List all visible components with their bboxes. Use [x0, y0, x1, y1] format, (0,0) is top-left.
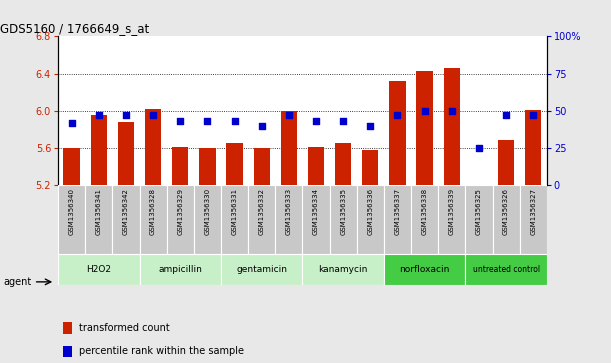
Point — [284, 112, 294, 118]
Bar — [172, 147, 188, 185]
Bar — [118, 122, 134, 185]
Bar — [227, 143, 243, 185]
Bar — [329, 185, 357, 254]
Bar — [384, 185, 411, 254]
Bar — [85, 185, 112, 254]
Text: gentamicin: gentamicin — [236, 265, 287, 274]
Point — [67, 120, 76, 126]
Text: percentile rank within the sample: percentile rank within the sample — [79, 346, 244, 356]
Bar — [199, 148, 216, 185]
Text: H2O2: H2O2 — [86, 265, 111, 274]
Point — [474, 145, 484, 151]
Text: GSM1356337: GSM1356337 — [395, 188, 400, 235]
Bar — [444, 68, 460, 185]
Point — [338, 118, 348, 124]
Point — [393, 112, 403, 118]
Bar — [466, 185, 492, 254]
Bar — [248, 185, 276, 254]
Text: GSM1356336: GSM1356336 — [367, 188, 373, 235]
Text: GSM1356338: GSM1356338 — [422, 188, 428, 235]
Bar — [63, 322, 71, 334]
Text: GSM1356326: GSM1356326 — [503, 188, 509, 235]
Text: GSM1356341: GSM1356341 — [96, 188, 102, 235]
Text: GSM1356332: GSM1356332 — [258, 188, 265, 235]
Bar — [112, 185, 139, 254]
Bar — [411, 185, 438, 254]
Text: GSM1356330: GSM1356330 — [205, 188, 210, 235]
Text: norfloxacin: norfloxacin — [400, 265, 450, 274]
Bar — [63, 346, 71, 357]
Bar — [58, 185, 85, 254]
Point — [311, 118, 321, 124]
Bar — [280, 111, 297, 185]
Text: ampicillin: ampicillin — [158, 265, 202, 274]
Bar — [362, 150, 378, 185]
Bar — [335, 143, 351, 185]
Text: GDS5160 / 1766649_s_at: GDS5160 / 1766649_s_at — [0, 22, 149, 35]
Bar — [302, 185, 329, 254]
Bar — [194, 185, 221, 254]
Point — [257, 123, 266, 129]
Bar — [221, 185, 248, 254]
Point — [202, 118, 212, 124]
Point — [501, 112, 511, 118]
Bar — [498, 140, 514, 185]
Point — [94, 112, 104, 118]
Bar — [64, 148, 80, 185]
Text: transformed count: transformed count — [79, 323, 170, 333]
Bar — [389, 81, 406, 185]
Text: GSM1356342: GSM1356342 — [123, 188, 129, 235]
Point — [365, 123, 375, 129]
Bar — [466, 254, 547, 285]
Bar — [357, 185, 384, 254]
Text: GSM1356327: GSM1356327 — [530, 188, 536, 235]
Point — [175, 118, 185, 124]
Text: GSM1356340: GSM1356340 — [68, 188, 75, 235]
Bar — [145, 109, 161, 185]
Text: GSM1356329: GSM1356329 — [177, 188, 183, 235]
Bar — [221, 254, 302, 285]
Point — [529, 112, 538, 118]
Point — [420, 108, 430, 114]
Bar — [58, 254, 139, 285]
Text: GSM1356331: GSM1356331 — [232, 188, 238, 235]
Point — [447, 108, 456, 114]
Point — [148, 112, 158, 118]
Bar — [492, 185, 520, 254]
Text: GSM1356325: GSM1356325 — [476, 188, 482, 235]
Bar — [167, 185, 194, 254]
Text: GSM1356328: GSM1356328 — [150, 188, 156, 235]
Bar — [525, 110, 541, 185]
Text: GSM1356339: GSM1356339 — [449, 188, 455, 235]
Bar — [90, 115, 107, 185]
Bar — [302, 254, 384, 285]
Bar — [254, 148, 270, 185]
Text: untreated control: untreated control — [472, 265, 540, 274]
Point — [121, 112, 131, 118]
Text: GSM1356335: GSM1356335 — [340, 188, 346, 235]
Bar — [417, 71, 433, 185]
Bar — [308, 147, 324, 185]
Bar — [438, 185, 466, 254]
Text: agent: agent — [3, 277, 31, 287]
Bar — [139, 254, 221, 285]
Text: GSM1356334: GSM1356334 — [313, 188, 319, 235]
Bar — [276, 185, 302, 254]
Bar — [520, 185, 547, 254]
Text: GSM1356333: GSM1356333 — [286, 188, 292, 235]
Text: kanamycin: kanamycin — [318, 265, 368, 274]
Point — [230, 118, 240, 124]
Bar — [384, 254, 466, 285]
Bar — [139, 185, 167, 254]
